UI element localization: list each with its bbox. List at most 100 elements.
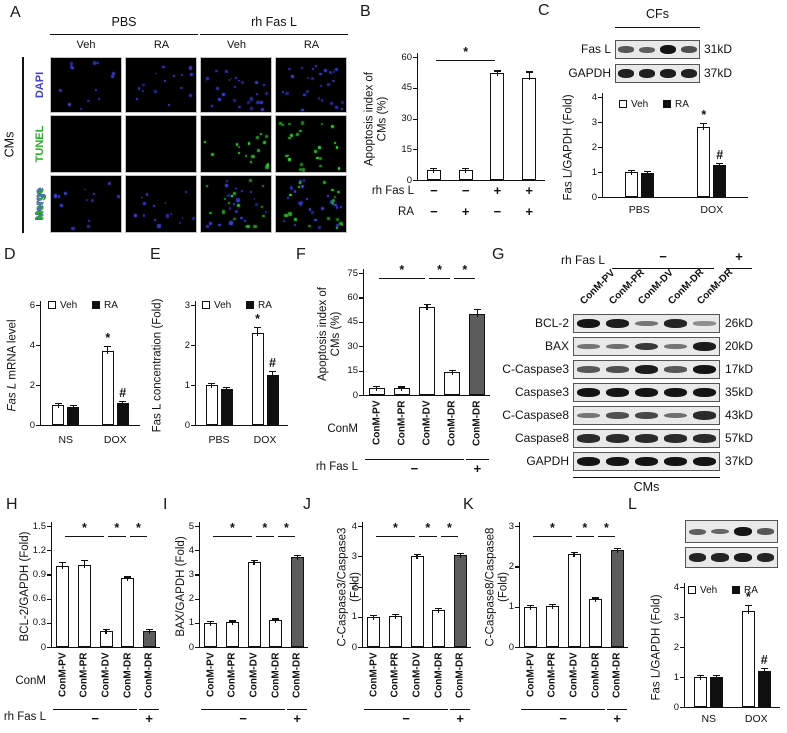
blot-kd-label: 31kD xyxy=(704,42,733,56)
fluorescent-dot xyxy=(299,202,303,206)
fluorescent-dot xyxy=(289,133,294,138)
fluorescent-dot xyxy=(288,136,291,139)
microscopy-cell xyxy=(275,57,347,113)
y-tick xyxy=(598,97,602,99)
y-tick-label: 5 xyxy=(188,520,194,532)
y-tick xyxy=(680,587,684,589)
side-label-cms: CMs xyxy=(2,131,17,158)
error-bar-line xyxy=(253,560,255,566)
fluorescent-dot xyxy=(133,214,137,217)
y-tick xyxy=(598,147,602,149)
panel-letter-g: G xyxy=(492,246,505,263)
y-tick-label: 2 xyxy=(184,339,190,351)
y-tick-label: 3 xyxy=(188,568,194,580)
error-bar-line xyxy=(83,559,85,568)
x-category-label: ConM-DR xyxy=(122,652,134,698)
fluorescent-dot xyxy=(332,79,335,83)
fluorescent-dot xyxy=(318,156,322,160)
significance-star: * xyxy=(399,263,405,277)
legend-swatch xyxy=(92,301,100,309)
microscopy-cell xyxy=(50,175,122,233)
blot-band xyxy=(756,553,775,562)
treatment-line xyxy=(450,709,470,711)
blot-band xyxy=(664,412,687,419)
y-tick xyxy=(680,617,684,619)
y-axis-line xyxy=(194,301,196,427)
fluorescent-dot xyxy=(307,224,311,228)
fluorescent-dot xyxy=(298,186,301,189)
fluorescent-dot xyxy=(173,75,176,78)
blot-band xyxy=(693,321,716,326)
y-tick xyxy=(413,87,417,89)
fluorescent-dot xyxy=(313,149,317,153)
y-tick xyxy=(195,598,199,600)
blot-band xyxy=(734,527,752,536)
y-tick-label: 30 xyxy=(347,340,358,352)
bar xyxy=(694,677,708,707)
bar xyxy=(741,611,755,707)
error-bar-cap xyxy=(697,674,705,677)
fluorescent-dot xyxy=(310,76,315,80)
fluorescent-dot xyxy=(334,203,337,207)
fluorescent-dot xyxy=(281,90,284,93)
blot-band xyxy=(734,553,752,562)
fluorescent-dot xyxy=(291,74,295,78)
blot-band xyxy=(577,388,600,397)
y-tick xyxy=(515,526,519,528)
fluorescent-dot xyxy=(257,149,260,152)
y-tick-label: 0 xyxy=(673,701,679,713)
bar xyxy=(204,622,218,647)
fluorescent-dot xyxy=(339,221,343,226)
blot-band xyxy=(577,366,600,373)
error-bar-line xyxy=(231,620,233,626)
fluorescent-dot xyxy=(236,199,239,202)
fluorescent-dot xyxy=(298,201,301,205)
y-tick xyxy=(191,425,195,427)
blot-kd-label: 37kD xyxy=(725,454,754,468)
significance-star: * xyxy=(462,263,468,277)
plus-sign: + xyxy=(735,249,743,264)
fluorescent-dot xyxy=(108,182,111,185)
panel-letter-j: J xyxy=(303,496,311,513)
blot-band xyxy=(606,434,629,443)
error-bar-line xyxy=(127,576,129,582)
bar xyxy=(251,333,264,425)
error-bar-line xyxy=(373,614,375,620)
y-tick-label: 75 xyxy=(347,267,358,279)
bar xyxy=(269,620,283,647)
y-tick xyxy=(359,370,363,372)
fluorescent-dot xyxy=(301,108,304,112)
fluorescent-dot xyxy=(299,182,301,185)
fluorescent-dot xyxy=(234,76,237,79)
error-bar-cap xyxy=(254,327,261,329)
fluorescent-dot xyxy=(229,221,233,225)
panel-letter-a: A xyxy=(10,4,21,21)
y-tick xyxy=(195,526,199,528)
y-tick-label: 30 xyxy=(401,113,412,124)
panel-h-chart: BCL-2/GAPDH (Fold) 0 0.3 0.6 0.9 1.2 1.5 * * * Con… xyxy=(0,500,170,733)
fluorescent-dot xyxy=(238,79,241,82)
fluorescent-dot xyxy=(265,135,268,139)
x-group-label: DOX xyxy=(253,434,277,446)
fluorescent-dot xyxy=(253,224,257,229)
blot-band xyxy=(680,46,697,53)
error-bar-line xyxy=(122,401,124,406)
fluorescent-dot xyxy=(205,76,209,80)
error-bar-line xyxy=(210,620,212,626)
x-annotation-symbol: − xyxy=(430,183,438,198)
x-category-label: ConM-DR xyxy=(590,652,602,698)
x-annotation-symbol: + xyxy=(461,204,470,219)
blot-band xyxy=(606,343,629,350)
blot-band xyxy=(756,528,775,535)
blot-box xyxy=(573,360,720,379)
x-axis-line xyxy=(194,425,288,427)
panel-k-chart: C-Caspase8/Caspase8 (Fold) 0 1 2 3 * * * ConM-PV C… xyxy=(480,500,630,733)
x-axis-line xyxy=(416,180,545,182)
panel-j-chart: C-Caspase3/Caspase3 (Fold) 0 1 2 3 4 * * * ConM-PV… xyxy=(330,500,500,733)
fluorescent-dot xyxy=(323,181,327,185)
error-bar-cap xyxy=(208,383,215,385)
x-category-label: ConM-PR xyxy=(78,652,90,697)
treatment-line xyxy=(53,709,138,711)
y-tick-label: 0 xyxy=(351,641,357,653)
